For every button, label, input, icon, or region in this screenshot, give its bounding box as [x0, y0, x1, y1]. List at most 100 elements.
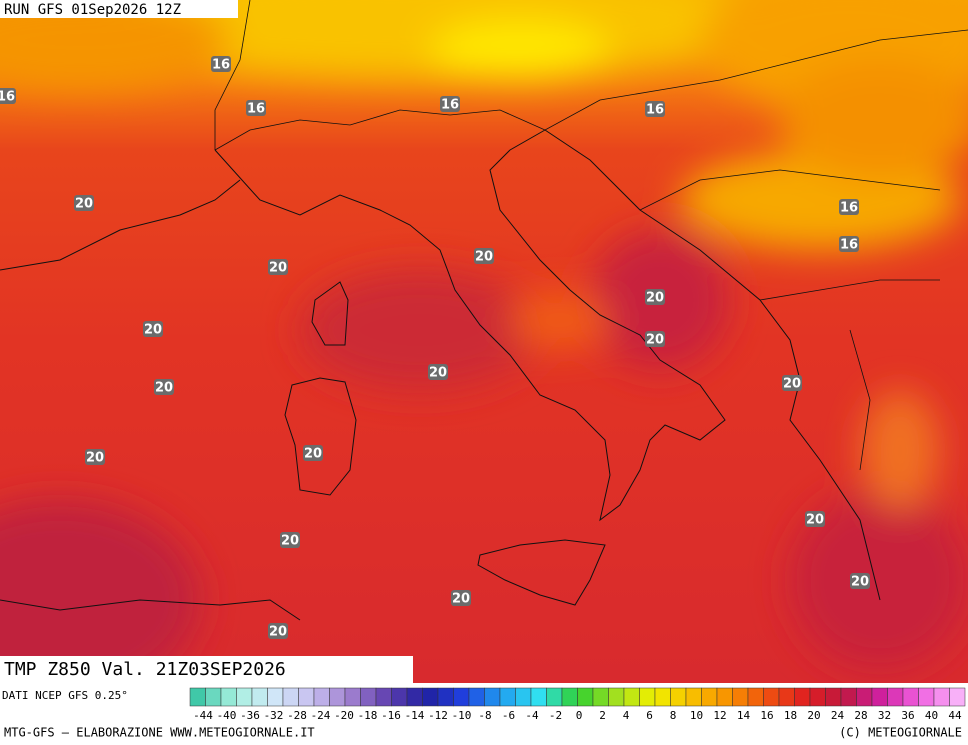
scale-swatch	[313, 687, 330, 707]
scale-label: 12	[713, 709, 726, 722]
contour-label: 20	[281, 534, 299, 549]
contour-labels: 16 16 16 16 16 16 16 20 20 20 20 20 20 20 20 20 20 20 20 20…	[0, 56, 870, 640]
scale-label: -2	[549, 709, 562, 722]
scale-swatch	[298, 687, 315, 707]
scale-swatch	[902, 687, 919, 707]
contour-label: 20	[75, 197, 93, 212]
caption-box	[0, 656, 413, 683]
contour-label: 20	[144, 323, 162, 338]
scale-swatch	[949, 687, 966, 707]
contour-label-box	[782, 375, 802, 391]
scale-swatch	[747, 687, 764, 707]
scale-label: 10	[690, 709, 703, 722]
scale-swatch	[918, 687, 935, 707]
scale-swatch	[499, 687, 516, 707]
contour-label-box	[850, 573, 870, 589]
scale-swatch	[484, 687, 501, 707]
borders	[214, 0, 968, 471]
contour-label: 20	[452, 592, 470, 607]
scale-swatch	[623, 687, 640, 707]
contour-label-box	[246, 100, 266, 116]
contour-label: 16	[247, 102, 265, 117]
contour-label-box	[280, 532, 300, 548]
scale-label: 44	[948, 709, 962, 722]
temperature-field	[0, 0, 968, 700]
contour-label-box	[154, 379, 174, 395]
contour-label: 20	[155, 381, 173, 396]
contour-label: 20	[806, 513, 824, 528]
source-caption: DATI NCEP GFS 0.25°	[2, 689, 128, 702]
scale-swatch	[329, 687, 346, 707]
scale-swatch	[592, 687, 609, 707]
contour-label: 20	[86, 451, 104, 466]
scale-swatch	[561, 687, 578, 707]
scale-label: -36	[240, 709, 260, 722]
scale-label: 32	[878, 709, 891, 722]
contour-label: 20	[783, 377, 801, 392]
contour-label: 20	[269, 261, 287, 276]
scale-swatch	[685, 687, 702, 707]
scale-swatch	[468, 687, 485, 707]
scale-swatch	[670, 687, 687, 707]
scale-label: 28	[854, 709, 867, 722]
contour-label-box	[268, 623, 288, 639]
scale-swatch	[887, 687, 904, 707]
contour-label: 16	[840, 201, 858, 216]
scale-swatch	[840, 687, 857, 707]
scale-swatch	[344, 687, 361, 707]
scale-label: -14	[405, 709, 425, 722]
contour-label: 20	[851, 575, 869, 590]
scale-label: 20	[807, 709, 820, 722]
scale-label: 18	[784, 709, 797, 722]
field-caption: TMP Z850 Val. 21Z03SEP2026	[4, 659, 286, 680]
contour-label: 20	[646, 333, 664, 348]
scale-label: -32	[264, 709, 284, 722]
scale-label: -10	[452, 709, 472, 722]
scale-label: 40	[925, 709, 938, 722]
scale-swatch	[546, 687, 563, 707]
contour-label-box	[645, 101, 665, 117]
scale-swatch	[453, 687, 470, 707]
contour-label: 16	[0, 90, 15, 105]
scale-swatch	[515, 687, 532, 707]
scale-swatch	[701, 687, 718, 707]
scale-label: -20	[334, 709, 354, 722]
scale-swatch	[794, 687, 811, 707]
scale-swatch	[732, 687, 749, 707]
contour-label-box	[645, 289, 665, 305]
scale-label: -4	[525, 709, 539, 722]
scale-swatch	[267, 687, 284, 707]
scale-swatch	[809, 687, 826, 707]
contour-label-box	[85, 449, 105, 465]
contour-label-box	[428, 364, 448, 380]
scale-swatch	[608, 687, 625, 707]
scale-swatch	[639, 687, 656, 707]
scale-label: -40	[217, 709, 237, 722]
contour-label-box	[451, 590, 471, 606]
contour-label: 20	[475, 250, 493, 265]
contour-label: 20	[429, 366, 447, 381]
map: 16 16 16 16 16 16 16 20 20 20 20 20 20 20 20 20 20 20 20 20…	[0, 0, 968, 700]
contour-label: 20	[304, 447, 322, 462]
scale-swatch	[871, 687, 888, 707]
scale-swatch	[375, 687, 392, 707]
scale-label: -16	[381, 709, 401, 722]
scale-label: -8	[478, 709, 491, 722]
contour-label-box	[839, 236, 859, 252]
scale-swatch	[189, 687, 206, 707]
contour-label: 16	[840, 238, 858, 253]
footer-left: MTG-GFS — ELABORAZIONE WWW.METEOGIORNALE…	[4, 726, 315, 740]
scale-label: 0	[576, 709, 583, 722]
scale-label: 14	[737, 709, 751, 722]
scale-swatch	[422, 687, 439, 707]
contour-label-box	[211, 56, 231, 72]
scale-swatch	[778, 687, 795, 707]
contour-label: 16	[441, 98, 459, 113]
scale-label: -6	[502, 709, 515, 722]
scale-label: 8	[670, 709, 677, 722]
scale-swatch	[825, 687, 842, 707]
scale-swatch	[530, 687, 547, 707]
scale-label: -18	[358, 709, 378, 722]
